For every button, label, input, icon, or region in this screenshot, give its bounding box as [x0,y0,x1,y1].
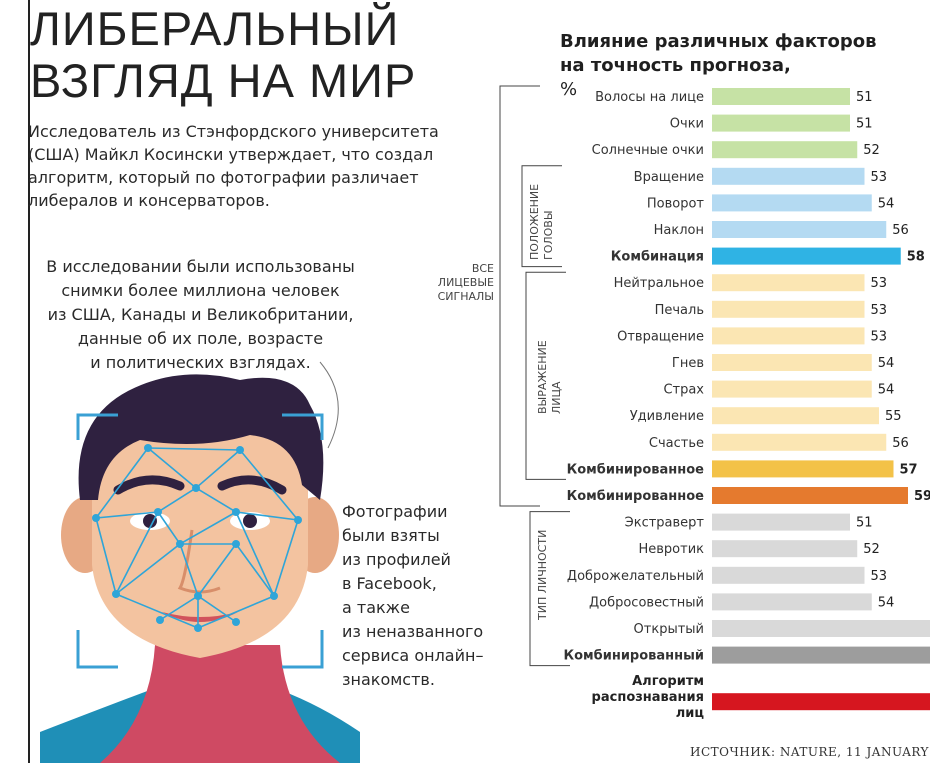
value-label: 54 [878,595,895,610]
category-label: Вращение [634,170,704,185]
category-label: распознавания [592,690,704,705]
bar [712,88,850,105]
category-label: Солнечные очки [592,143,704,158]
bar [712,141,857,158]
category-label: Алгоритм [632,674,704,689]
category-label: Отвращение [617,329,704,344]
bar [712,647,930,664]
bar [712,460,894,477]
category-label: Поворот [647,196,705,211]
group-label-all-cues: ВСЕ ЛИЦЕВЫЕ СИГНАЛЫ [428,262,494,304]
category-label: Страх [663,383,704,398]
category-label: Комбинированное [567,489,705,504]
category-label: Экстраверт [625,516,705,531]
value-label: 52 [863,542,880,557]
category-label: Гнев [672,356,704,371]
bar-chart: 51 Волосы на лице 51 Очки 52 Солнечные очки 53… [0,0,930,763]
value-label: 53 [871,303,888,318]
bar [712,620,930,637]
value-label: 52 [863,143,880,158]
bar [712,407,879,424]
value-label: 53 [871,276,888,291]
bar [712,274,865,291]
bar [712,168,865,185]
value-label: 56 [892,223,909,238]
value-label: 59 [914,489,930,504]
value-label: 51 [856,117,873,132]
value-label: 51 [856,90,873,105]
category-label: Добросовестный [589,595,704,610]
category-label: Волосы на лице [595,90,704,105]
bar [712,540,857,557]
value-label: 54 [878,356,895,371]
bar [712,327,865,344]
bar [712,567,865,584]
category-label: Очки [670,117,704,132]
category-label: Доброжелательный [567,569,704,584]
bar [712,381,872,398]
bar [712,248,901,265]
bar [712,514,850,531]
category-label: Удивление [630,409,704,424]
group-label-expression: ВЫРАЖЕНИЕ ЛИЦА [536,340,564,414]
category-label: Открытый [634,622,704,637]
bar [712,221,886,238]
value-label: 53 [871,569,888,584]
category-label: Нейтральное [614,276,704,291]
category-label: Комбинированное [567,462,705,477]
category-label: Наклон [654,223,704,238]
value-label: 55 [885,409,902,424]
bar [712,487,908,504]
value-label: 53 [871,170,888,185]
bar [712,593,872,610]
category-label: Невротик [638,542,704,557]
bar [712,693,930,710]
value-label: 57 [900,462,918,477]
bar [712,354,872,371]
value-label: 51 [856,516,873,531]
value-label: 56 [892,436,909,451]
category-label: Счастье [649,436,704,451]
value-label: 58 [907,250,925,265]
category-label: лиц [676,706,705,721]
bar [712,301,865,318]
value-label: 54 [878,383,895,398]
bracket-all-cues [500,86,540,506]
category-label: Комбинация [611,250,704,265]
value-label: 53 [871,329,888,344]
group-label-personality: ТИП ЛИЧНОСТИ [536,530,550,620]
bar [712,115,850,132]
category-label: Комбинированный [563,649,704,664]
category-label: Печаль [655,303,704,318]
value-label: 54 [878,196,895,211]
source-note: ИСТОЧНИК: NATURE, 11 JANUARY 2021 [690,745,930,759]
bar [712,434,886,451]
bar [712,194,872,211]
group-label-head-position: ПОЛОЖЕНИЕ ГОЛОВЫ [528,184,556,260]
